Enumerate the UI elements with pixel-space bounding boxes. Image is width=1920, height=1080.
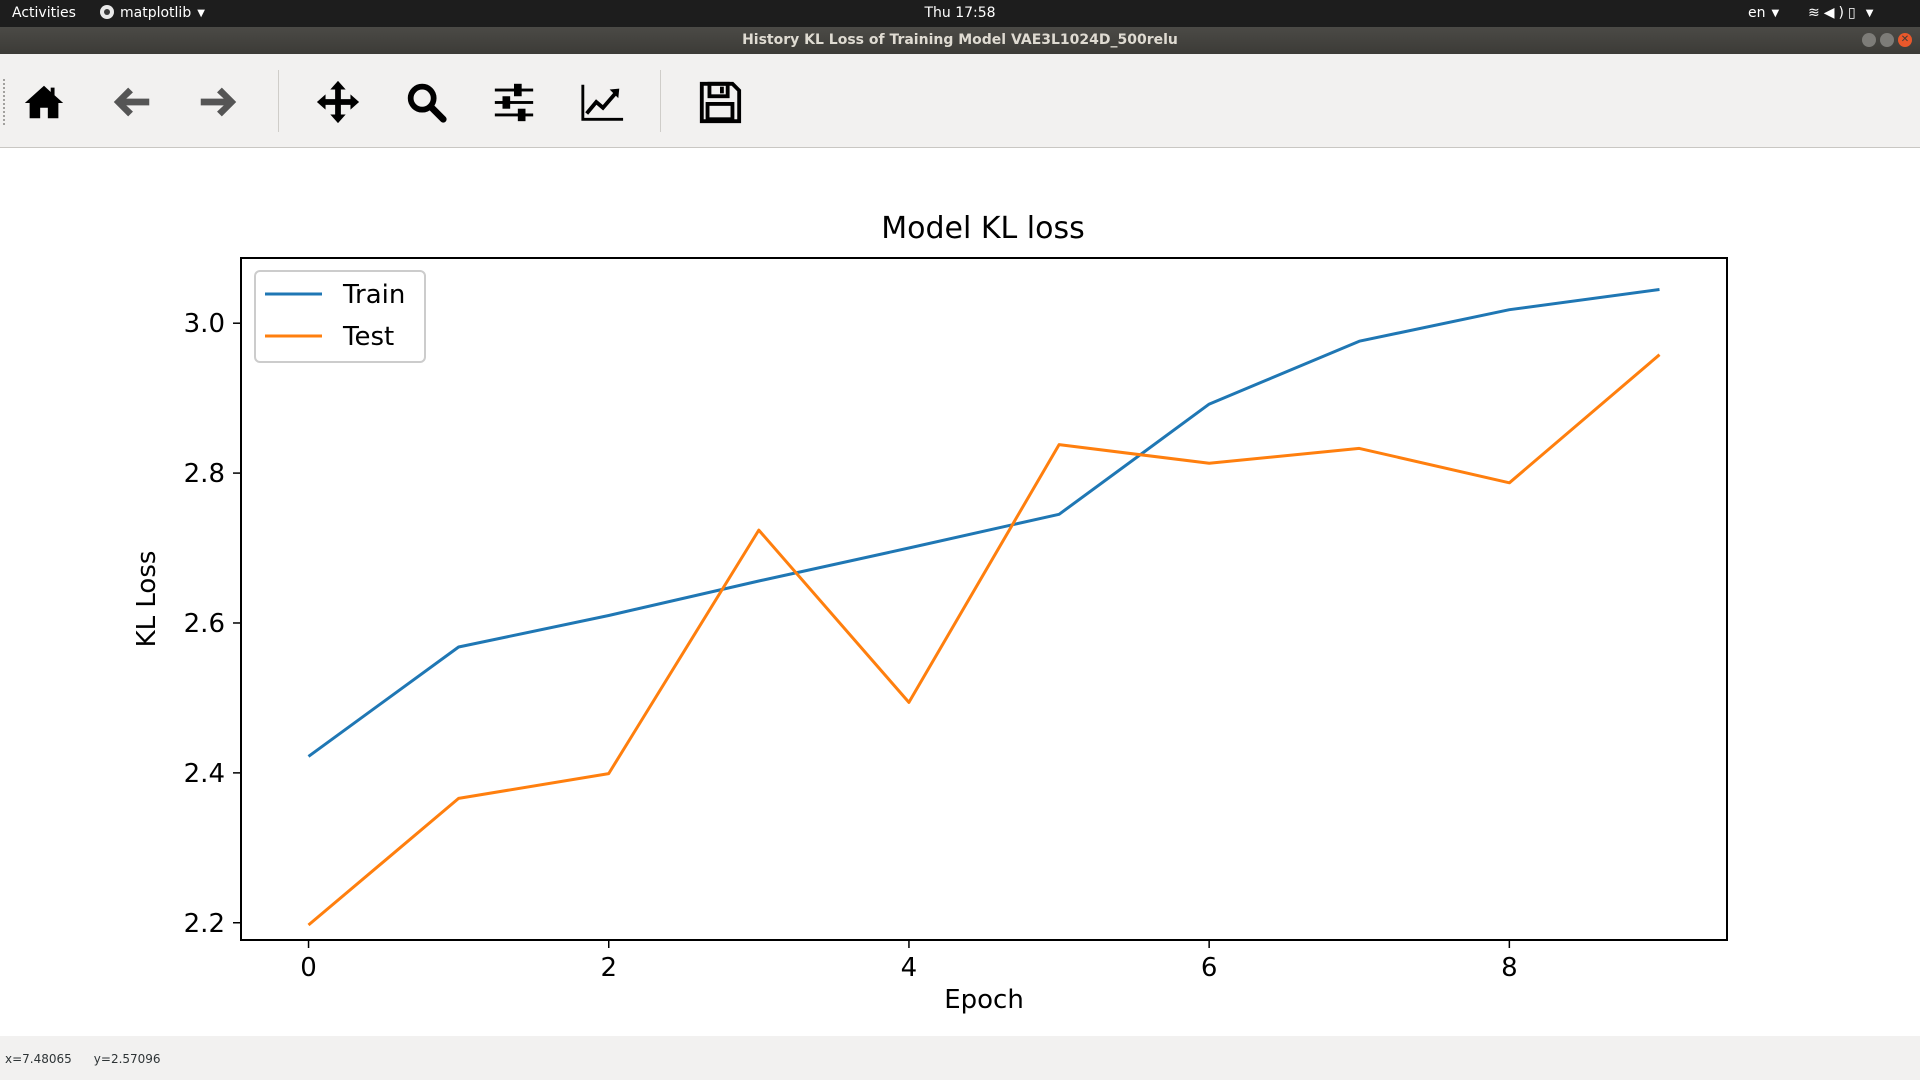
chevron-down-icon: ▼ <box>1865 8 1878 19</box>
legend-label: Train <box>342 280 405 310</box>
axes-frame <box>240 257 1728 941</box>
system-top-bar: Activities matplotlib ▼ Thu 17:58 en ▼ ≋◀)… <box>0 0 1920 27</box>
magnifier-icon <box>407 83 447 123</box>
chevron-down-icon: ▼ <box>1771 8 1780 19</box>
maximize-button[interactable] <box>1880 33 1894 47</box>
zoom-button[interactable] <box>398 74 454 130</box>
window-controls: ✕ <box>1858 33 1912 48</box>
chevron-down-icon: ▼ <box>197 8 205 19</box>
matplotlib-app-icon <box>100 5 114 19</box>
sliders-icon <box>494 83 534 122</box>
status-bar: x=7.48065 y=2.57096 <box>0 1036 1920 1080</box>
app-menu[interactable]: matplotlib ▼ <box>100 0 205 27</box>
battery-icon: ▯ <box>1847 5 1860 21</box>
toolbar-grip[interactable] <box>2 78 6 126</box>
language-label: en <box>1748 5 1766 21</box>
pan-button[interactable] <box>310 74 366 130</box>
window-title-bar[interactable]: History KL Loss of Training Model VAE3L1… <box>0 27 1920 54</box>
y-tick-label: 2.4 <box>184 759 225 789</box>
series-layer <box>307 288 1661 927</box>
minimize-button[interactable] <box>1862 33 1876 47</box>
cursor-y: y=2.57096 <box>93 1052 161 1066</box>
edit-axis-button[interactable] <box>574 74 630 130</box>
window-title: History KL Loss of Training Model VAE3L1… <box>742 32 1178 48</box>
legend: Train Test <box>254 270 426 363</box>
app-menu-label: matplotlib <box>120 5 192 21</box>
x-tick-label: 4 <box>901 953 918 983</box>
wifi-icon: ≋ <box>1808 5 1824 21</box>
arrow-right-icon <box>200 87 237 117</box>
y-tick-label: 2.8 <box>184 459 225 489</box>
legend-label: Test <box>342 322 394 352</box>
x-tick-label: 2 <box>600 953 617 983</box>
x-tick-label: 6 <box>1201 953 1218 983</box>
home-icon <box>24 85 64 119</box>
arrow-left-icon <box>113 87 150 117</box>
navigation-toolbar <box>0 54 1920 148</box>
y-axis: 2.2 2.4 2.6 2.8 3.0 <box>184 309 241 939</box>
save-button[interactable] <box>692 74 748 130</box>
line-chart-icon <box>581 84 624 121</box>
move-icon <box>316 80 360 124</box>
x-tick-label: 0 <box>300 953 317 983</box>
system-tray[interactable]: ≋◀)▯ ▼ <box>1808 0 1877 27</box>
series-line-train <box>307 288 1660 758</box>
close-button[interactable]: ✕ <box>1898 33 1912 47</box>
figure-canvas[interactable]: Model KL loss 0 2 4 6 8 2.2 2.4 2.6 2.8 3.0 Epoc… <box>0 148 1920 1036</box>
y-tick-label: 3.0 <box>184 309 225 339</box>
activities-button[interactable]: Activities <box>12 5 76 21</box>
home-button[interactable] <box>16 74 72 130</box>
toolbar-separator <box>278 70 279 132</box>
cursor-x: x=7.48065 <box>5 1052 72 1066</box>
toolbar-separator <box>660 70 661 132</box>
y-tick-label: 2.2 <box>184 909 225 939</box>
floppy-disk-icon <box>699 81 742 124</box>
chart-title: Model KL loss <box>881 211 1084 246</box>
x-tick-label: 8 <box>1501 953 1518 983</box>
volume-icon: ◀) <box>1823 5 1848 21</box>
language-menu[interactable]: en ▼ <box>1748 0 1779 27</box>
series-line-test <box>307 353 1661 927</box>
cursor-coordinates: x=7.48065 y=2.57096 <box>5 1052 183 1066</box>
chart: Model KL loss 0 2 4 6 8 2.2 2.4 2.6 2.8 3.0 Epoc… <box>132 211 1728 1015</box>
y-tick-label: 2.6 <box>184 609 225 639</box>
configure-subplots-button[interactable] <box>486 74 542 130</box>
y-axis-label: KL Loss <box>132 551 162 648</box>
forward-button[interactable] <box>190 74 246 130</box>
clock[interactable]: Thu 17:58 <box>924 5 996 21</box>
back-button[interactable] <box>104 74 160 130</box>
x-axis: 0 2 4 6 8 <box>300 940 1518 983</box>
x-axis-label: Epoch <box>944 985 1024 1015</box>
